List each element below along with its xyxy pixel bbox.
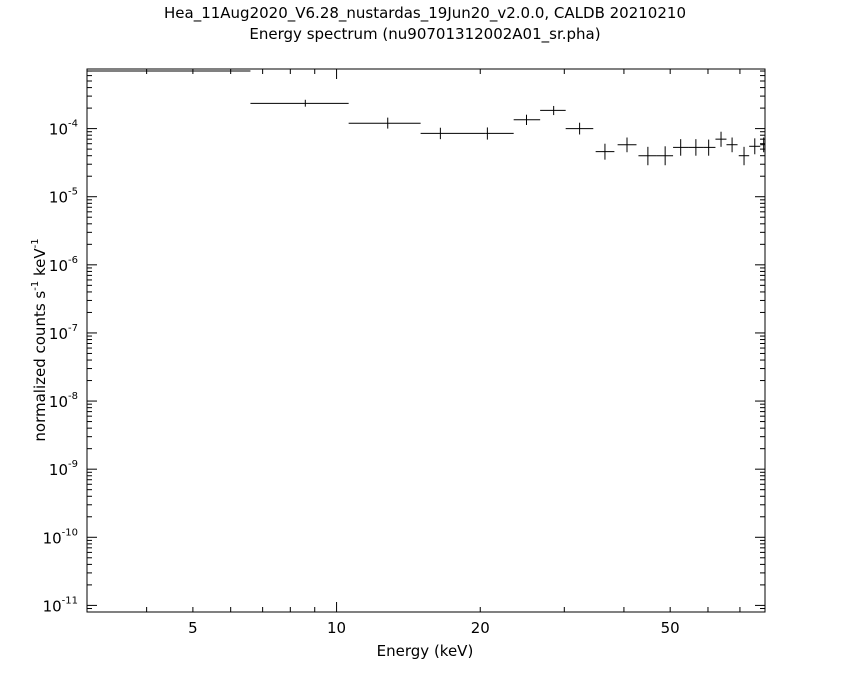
- y-tick-label: 10-10: [43, 527, 78, 547]
- data-point: [565, 122, 594, 135]
- y-tick-label-base: 10: [49, 461, 68, 479]
- x-tick-label: 10: [327, 619, 346, 637]
- data-point: [749, 138, 761, 155]
- y-tick-label: 10-4: [49, 119, 78, 139]
- data-point: [638, 146, 657, 166]
- y-tick-label-exponent: -7: [68, 323, 78, 334]
- y-tick-label-base: 10: [49, 189, 68, 207]
- data-point: [87, 70, 251, 72]
- y-tick-label-base: 10: [49, 393, 68, 411]
- data-point: [760, 137, 765, 153]
- y-tick-label-exponent: -11: [62, 595, 78, 606]
- y-tick-label-base: 10: [49, 121, 68, 139]
- y-tick-label-exponent: -8: [68, 391, 78, 402]
- data-point: [485, 127, 514, 140]
- y-tick-label: 10-5: [49, 187, 78, 207]
- y-tick-label: 10-8: [49, 391, 78, 411]
- x-tick-label: 5: [188, 619, 198, 637]
- data-point: [656, 146, 674, 166]
- data-point: [726, 137, 738, 153]
- y-tick-label-exponent: -5: [68, 187, 78, 198]
- y-tick-label-base: 10: [43, 529, 62, 547]
- y-tick-label-exponent: -10: [62, 527, 78, 538]
- y-axis-label-pre: normalized counts s: [31, 291, 49, 442]
- y-tick-label-base: 10: [43, 597, 62, 615]
- y-tick-label: 10-11: [43, 595, 78, 615]
- x-axis-ticks: [86, 69, 741, 612]
- data-point: [348, 117, 421, 129]
- y-axis-label-exp1: -1: [30, 281, 41, 291]
- x-axis-label: Energy (keV): [377, 642, 474, 660]
- y-tick-label: 10-7: [49, 323, 78, 343]
- data-point: [715, 131, 727, 147]
- data-point: [688, 139, 704, 156]
- y-axis-label-exp2: -1: [30, 238, 41, 248]
- data-point: [617, 137, 637, 153]
- data-point: [513, 114, 541, 125]
- x-axis-tick-labels: 5 10 20 50: [188, 619, 680, 637]
- y-tick-label-exponent: -9: [68, 459, 78, 470]
- data-point: [673, 139, 689, 156]
- data-point: [420, 127, 486, 140]
- y-tick-label-base: 10: [49, 257, 68, 275]
- y-tick-label: 10-9: [49, 459, 78, 479]
- y-tick-label: 10-6: [49, 255, 78, 275]
- chart-subtitle: Energy spectrum (nu90701312002A01_sr.pha…: [249, 25, 600, 44]
- data-point: [703, 139, 716, 156]
- plot-frame: [86, 68, 766, 613]
- data-series: [87, 70, 765, 166]
- data-point: [250, 99, 349, 107]
- x-tick-label: 50: [661, 619, 680, 637]
- x-tick-label: 20: [471, 619, 490, 637]
- y-tick-label-base: 10: [49, 325, 68, 343]
- y-tick-label-exponent: -6: [68, 255, 78, 266]
- data-point: [540, 105, 566, 116]
- chart-title: Hea_11Aug2020_V6.28_nustardas_19Jun20_v2…: [164, 4, 686, 23]
- y-axis-label: normalized counts s-1 keV-1: [30, 238, 49, 441]
- y-tick-label-exponent: -4: [68, 119, 78, 130]
- data-point: [738, 146, 750, 166]
- y-axis-ticks: [87, 70, 765, 613]
- plot-border: [86, 68, 766, 613]
- y-axis-label-mid: keV: [31, 248, 49, 281]
- data-point: [595, 143, 615, 160]
